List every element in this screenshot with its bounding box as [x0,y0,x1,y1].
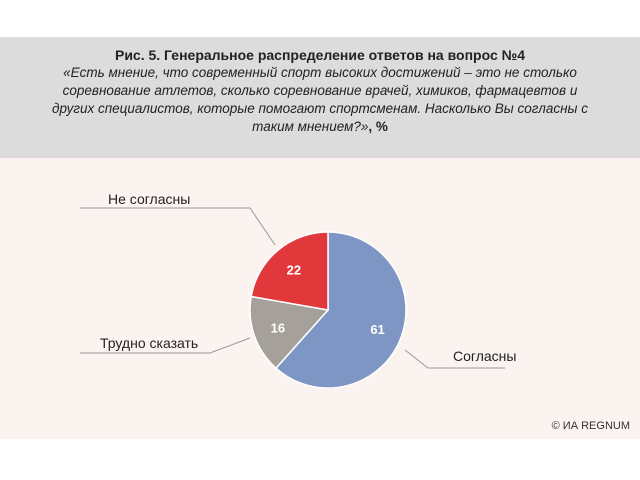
value-label-не-согласны: 22 [287,262,301,277]
chart-subtitle: «Есть мнение, что современный спорт высо… [40,64,600,136]
slice-labels: 61 Согласны 16 Трудно сказать 22 Не согласны [100,191,516,364]
leader-line-согласны [404,349,505,369]
question-text: «Есть мнение, что современный спорт высо… [52,65,588,134]
unit-text: , % [368,119,388,134]
leader-lines [80,207,505,369]
pie-slice-не-согласны [250,231,329,311]
value-label-трудно-сказать: 16 [271,320,285,335]
leader-line-трудно-сказать [80,337,251,354]
value-label-согласны: 61 [370,322,384,337]
category-label-согласны: Согласны [453,348,516,364]
pie-slice-согласны [274,231,407,389]
pie-slice-трудно-сказать [249,295,330,370]
chart-title: Рис. 5. Генеральное распределение ответо… [114,47,526,63]
credit-text: © ИА REGNUM [551,420,630,432]
leader-line-не-согласны [80,207,276,246]
header-band [0,37,640,158]
category-label-трудно-сказать: Трудно сказать [100,335,198,351]
category-label-не-согласны: Не согласны [108,191,190,207]
pie-slices [249,231,407,389]
